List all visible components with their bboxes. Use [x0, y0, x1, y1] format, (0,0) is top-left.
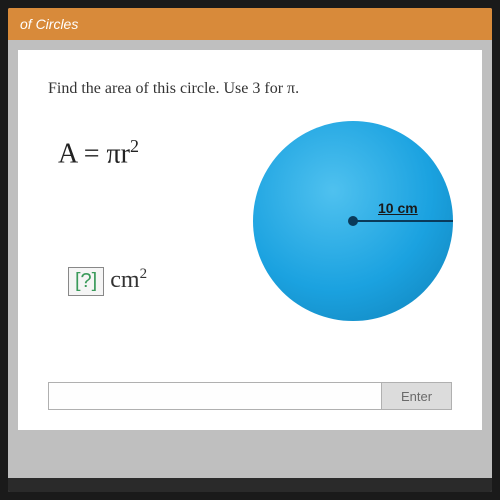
answer-unit-text: cm: [110, 267, 139, 293]
formula-exp: 2: [130, 136, 139, 156]
circle-diagram: 10 cm: [248, 116, 458, 331]
formula-eq: =: [77, 138, 107, 169]
answer-unit: cm2: [110, 266, 147, 294]
work-area: A = πr2: [48, 126, 452, 376]
header-bar: of Circles: [8, 8, 492, 40]
problem-card: Find the area of this circle. Use 3 for …: [18, 50, 482, 430]
answer-placeholder[interactable]: [?]: [68, 267, 104, 296]
formula-r: r: [121, 138, 130, 169]
input-row: Enter: [48, 382, 452, 410]
formula-A: A: [58, 138, 77, 169]
area-formula: A = πr2: [58, 136, 139, 170]
enter-button[interactable]: Enter: [382, 382, 452, 410]
answer-unit-exp: 2: [140, 266, 148, 282]
content-wrap: Find the area of this circle. Use 3 for …: [8, 40, 492, 440]
header-title: of Circles: [20, 16, 78, 32]
circle-svg: [248, 116, 458, 326]
formula-pi: π: [106, 138, 120, 169]
answer-line: [?] cm2: [68, 266, 147, 296]
problem-prompt: Find the area of this circle. Use 3 for …: [48, 80, 452, 98]
footer-strip: [8, 478, 492, 492]
screen-area: of Circles Find the area of this circle.…: [8, 8, 492, 492]
answer-input[interactable]: [48, 382, 382, 410]
center-dot: [348, 216, 358, 226]
radius-label: 10 cm: [378, 200, 418, 216]
